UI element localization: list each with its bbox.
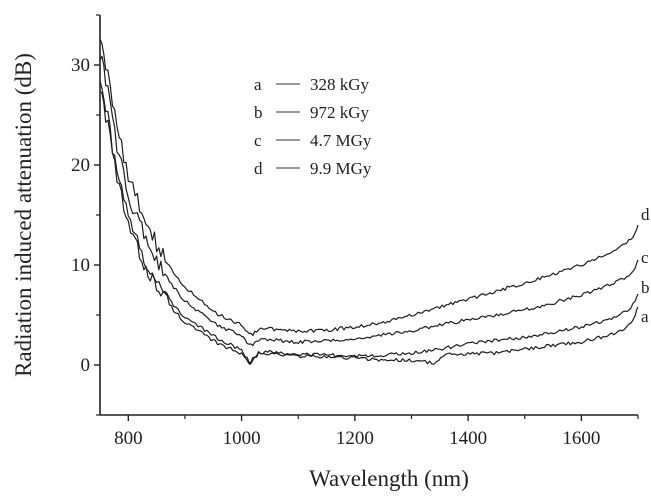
- y-axis-label: Radiation induced attenuation (dB): [11, 53, 36, 377]
- legend: a 328 kGy b 972 kGy c 4.7 MGy d 9.9 MGy: [254, 75, 372, 178]
- y-tick-label: 20: [71, 155, 90, 176]
- y-tick-label: 10: [71, 255, 90, 276]
- end-labels: abc d: [641, 205, 650, 326]
- y-tick-label: 30: [71, 55, 90, 76]
- x-tick-label: 1400: [449, 428, 487, 449]
- x-tick-label: 800: [114, 428, 143, 449]
- legend-key-c: c: [254, 131, 262, 150]
- legend-key-a: a: [254, 75, 262, 94]
- x-tick-label: 1600: [562, 428, 600, 449]
- x-axis-label: Wavelength (nm): [309, 466, 469, 491]
- x-tick-label: 1200: [336, 428, 374, 449]
- series-end-label-d: d: [641, 205, 650, 224]
- series-line-c: [99, 55, 639, 347]
- legend-dose-a: 328 kGy: [310, 75, 370, 94]
- series-end-label-a: a: [641, 307, 649, 326]
- series-line-a: [99, 91, 639, 365]
- plot-lines: [99, 38, 639, 365]
- legend-key-d: d: [254, 159, 263, 178]
- series-line-d: [99, 38, 639, 336]
- y-tick-label: 0: [81, 355, 91, 376]
- legend-dose-c: 4.7 MGy: [310, 131, 372, 150]
- series-line-b: [99, 80, 639, 364]
- series-end-label-b: b: [641, 278, 650, 297]
- axes: 800 1000 1200 1400 1600 0 10 20 30: [71, 14, 639, 449]
- legend-dose-d: 9.9 MGy: [310, 159, 372, 178]
- legend-dose-b: 972 kGy: [310, 103, 370, 122]
- series-end-label-c: c: [641, 248, 649, 267]
- legend-key-b: b: [254, 103, 263, 122]
- x-tick-label: 1000: [223, 428, 261, 449]
